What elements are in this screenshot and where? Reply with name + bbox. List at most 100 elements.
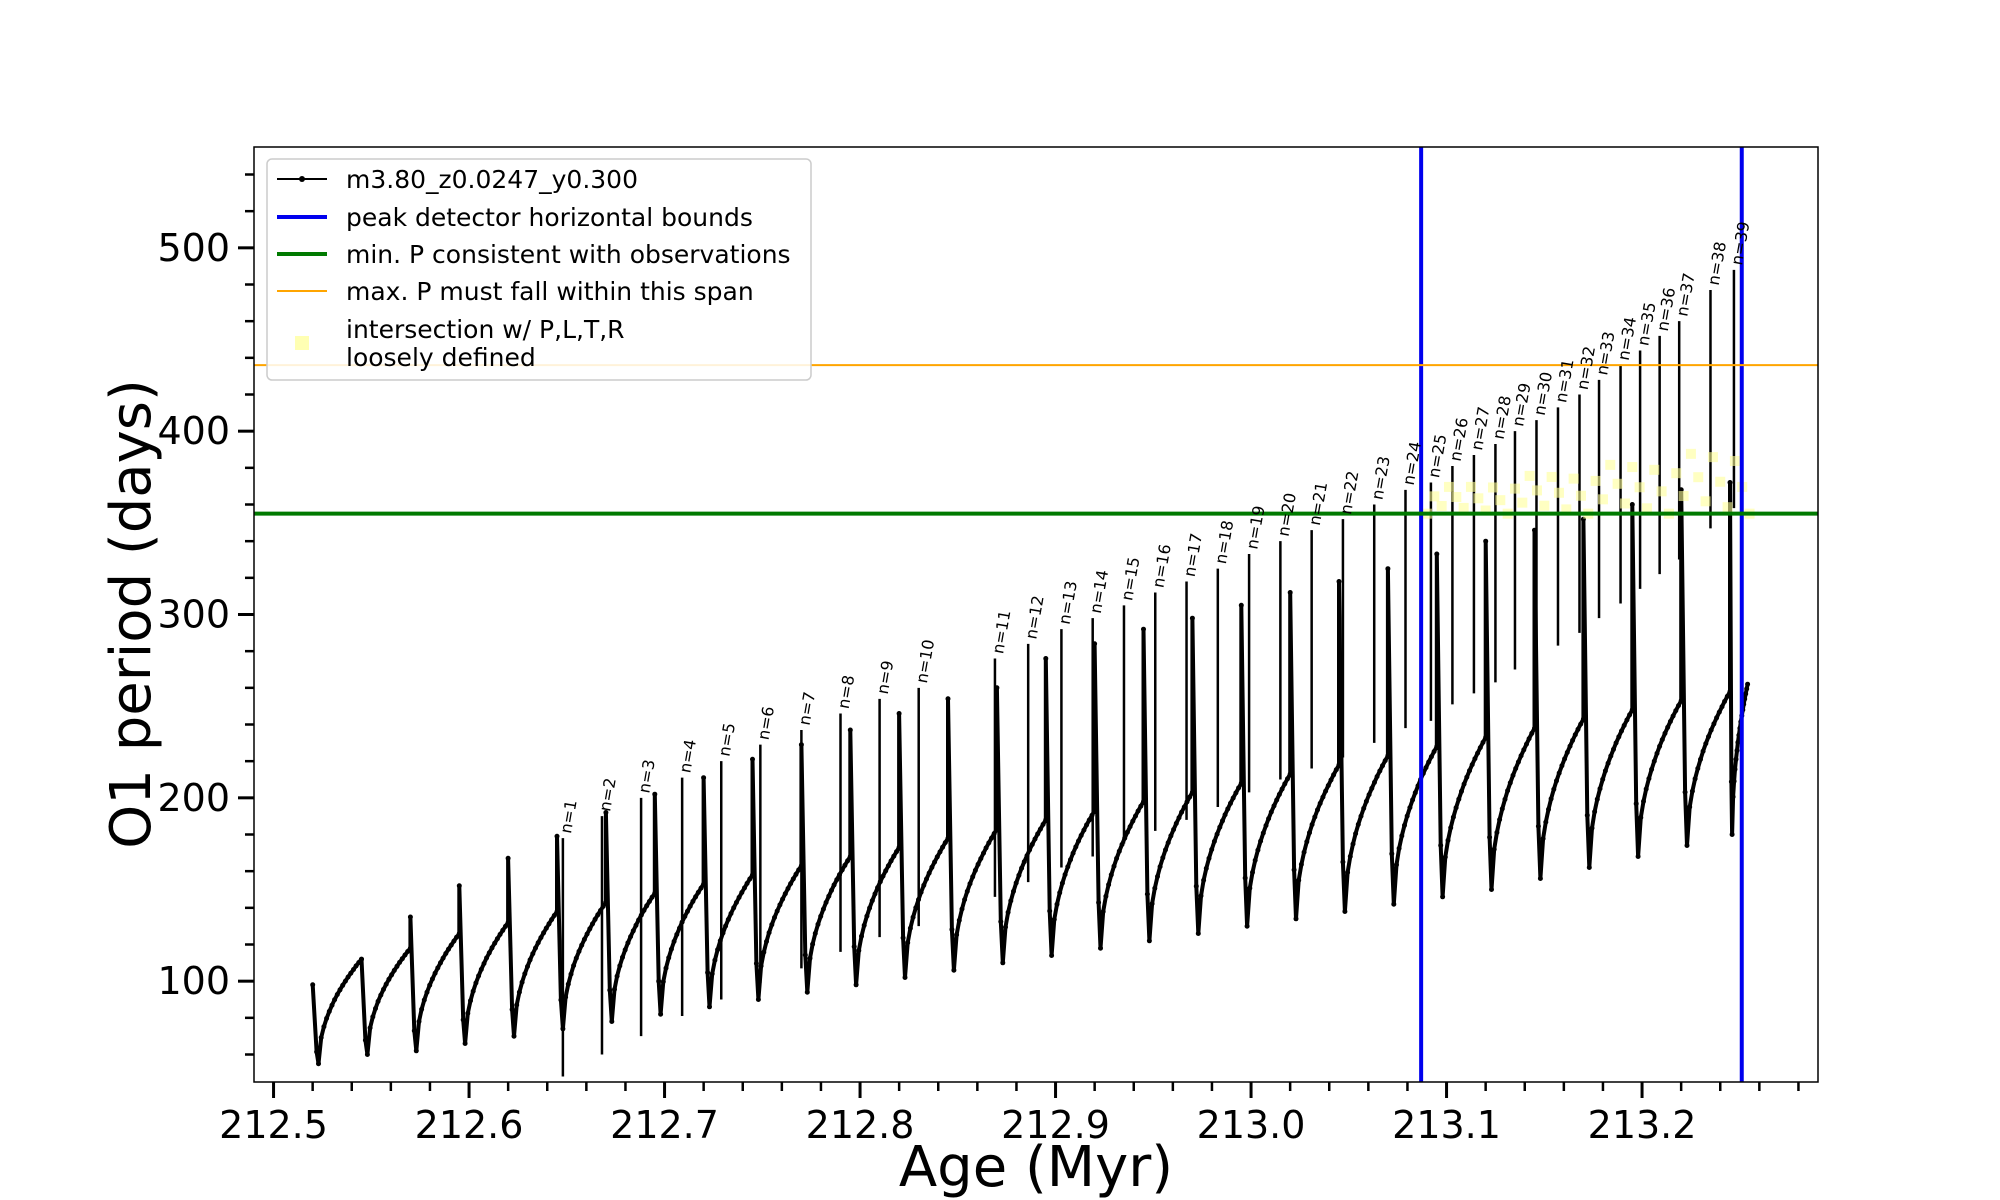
model-track-point: [1619, 728, 1624, 734]
model-track-point: [932, 859, 938, 865]
model-track-point: [386, 976, 392, 982]
model-track-point: [1733, 756, 1739, 762]
peak-label: n=23: [1367, 455, 1393, 502]
model-track-point: [1724, 693, 1730, 699]
model-track-point: [622, 947, 628, 953]
model-track-point: [603, 810, 609, 815]
model-track-point: [310, 982, 316, 988]
model-track-point: [576, 948, 582, 954]
model-track-point: [733, 900, 739, 905]
model-track-point: [405, 949, 411, 954]
model-track-point: [1708, 727, 1714, 733]
model-track-point: [1722, 698, 1728, 704]
model-track-point: [1732, 766, 1738, 772]
model-track-point: [381, 986, 386, 992]
model-track-point: [750, 756, 755, 762]
model-track-point: [399, 956, 405, 962]
model-track-point: [538, 935, 544, 941]
legend-label: max. P must fall within this span: [346, 277, 754, 306]
model-track-point: [342, 978, 348, 984]
model-track-point: [1654, 750, 1660, 756]
model-track-point: [1130, 818, 1136, 824]
model-track-point: [723, 923, 729, 929]
model-track-point: [1659, 737, 1665, 743]
model-track-point: [1438, 842, 1444, 848]
model-track-point: [1171, 827, 1177, 832]
peak-label: n=9: [873, 659, 898, 696]
model-track-point: [1580, 716, 1586, 722]
x-axis-title: Age (Myr): [899, 1135, 1173, 1200]
model-track-point: [451, 938, 457, 944]
model-track-point: [823, 899, 829, 905]
model-track-point: [432, 970, 438, 976]
model-track-point: [1445, 837, 1451, 843]
intersection-point: [1590, 475, 1601, 486]
peak-label: n=12: [1021, 594, 1047, 641]
model-track-point: [1287, 771, 1293, 777]
model-track-point: [465, 1010, 471, 1016]
model-track-point: [660, 979, 666, 985]
model-track-point: [1323, 788, 1329, 794]
model-track-point: [1629, 707, 1635, 713]
model-track-point: [646, 899, 652, 904]
model-track-point: [1054, 901, 1060, 907]
model-track-point: [764, 939, 769, 944]
model-track-point: [1146, 938, 1152, 944]
model-track-point: [607, 987, 613, 993]
model-track-point: [954, 932, 960, 938]
model-track-point: [1602, 768, 1608, 774]
model-track-point: [1287, 590, 1293, 595]
model-track-point: [630, 928, 636, 934]
model-track-point: [1524, 741, 1529, 747]
model-track-point: [649, 894, 655, 900]
model-track-point: [1366, 792, 1372, 798]
legend-label: peak detector horizontal bounds: [346, 203, 753, 232]
model-track-point: [921, 882, 927, 888]
model-track-point: [612, 986, 617, 992]
model-track-point: [530, 951, 536, 957]
model-track-point: [456, 883, 462, 889]
model-track-point: [1279, 786, 1285, 792]
model-track-point: [1100, 909, 1106, 914]
model-track-point: [1165, 840, 1171, 846]
model-track-point: [1689, 788, 1695, 794]
model-track-point: [1068, 857, 1073, 863]
model-track-point: [1605, 760, 1611, 766]
model-track-point: [725, 917, 731, 922]
model-track-point: [652, 890, 658, 896]
model-track-point: [1700, 748, 1706, 754]
model-track-point: [427, 982, 433, 988]
model-track-point: [476, 973, 482, 979]
model-track-point: [861, 922, 867, 928]
model-track-point: [1217, 824, 1223, 830]
model-track-point: [1250, 869, 1255, 875]
model-track-point: [1706, 734, 1711, 740]
model-track-point: [785, 886, 791, 891]
model-track-point: [929, 864, 935, 870]
model-track-point: [1716, 709, 1722, 715]
model-track-point: [815, 921, 821, 927]
model-track-point: [1152, 885, 1158, 891]
model-track-point: [1276, 791, 1282, 797]
intersection-point: [1568, 473, 1579, 484]
intersection-point: [1671, 468, 1682, 479]
model-track-point: [1727, 480, 1733, 485]
intersection-point: [1524, 470, 1535, 481]
model-track-point: [394, 963, 400, 969]
model-track-point: [1651, 758, 1657, 764]
model-track-point: [454, 934, 460, 940]
model-track-point: [728, 911, 734, 916]
model-track-point: [666, 955, 672, 961]
model-track-point: [707, 1004, 712, 1010]
model-track-point: [1719, 704, 1725, 710]
model-track-point: [1464, 774, 1470, 780]
model-track-point: [755, 997, 761, 1002]
model-track-point: [1238, 780, 1244, 786]
model-track-point: [1540, 836, 1546, 842]
model-track-point: [375, 998, 381, 1004]
model-track-point: [942, 840, 948, 846]
intersection-point: [1443, 481, 1454, 492]
intersection-point: [1685, 448, 1696, 459]
model-track-point: [1703, 741, 1709, 747]
model-track-point: [1176, 815, 1182, 821]
